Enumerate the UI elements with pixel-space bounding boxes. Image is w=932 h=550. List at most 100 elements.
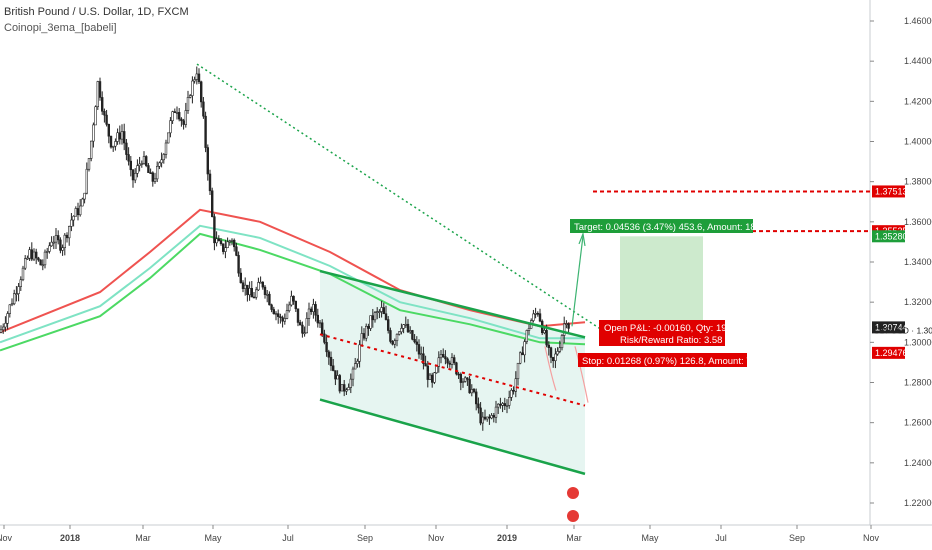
candle-body bbox=[340, 384, 344, 392]
candle-body bbox=[514, 378, 518, 392]
candle-body bbox=[287, 304, 291, 311]
stop-label[interactable]: Stop: 0.01268 (0.97%) 126.8, Amount: 750 bbox=[578, 353, 762, 367]
candle-body bbox=[204, 115, 207, 148]
candle-body bbox=[182, 120, 185, 125]
price-box-bg bbox=[872, 346, 905, 359]
candle-body bbox=[98, 81, 102, 98]
candle-body bbox=[68, 226, 71, 239]
candle-body bbox=[356, 360, 359, 364]
candle-body bbox=[123, 131, 126, 144]
candle-body bbox=[131, 169, 135, 181]
price-box: 1.30744 bbox=[872, 321, 908, 334]
candle-body bbox=[536, 312, 540, 315]
candle-body bbox=[521, 352, 524, 356]
resistance-trendline[interactable] bbox=[196, 63, 601, 330]
candle-body bbox=[543, 330, 546, 334]
y-tick-label: 1.26000 bbox=[904, 418, 932, 428]
candle-body bbox=[331, 365, 335, 371]
annotations: Target: 0.04536 (3.47%) 453.6, Amount: 1… bbox=[567, 219, 814, 522]
candle-body bbox=[468, 378, 471, 394]
candle-body bbox=[270, 304, 273, 310]
stop-label-bg bbox=[578, 353, 747, 367]
y-tick-label: 1.30000 bbox=[904, 337, 932, 347]
target-label[interactable]: Target: 0.04536 (3.47%) 453.6, Amount: 1… bbox=[570, 219, 779, 233]
candle-body bbox=[26, 257, 29, 260]
x-tick-label: Sep bbox=[357, 533, 373, 543]
candle-body bbox=[222, 243, 225, 252]
candle-body bbox=[59, 239, 62, 251]
candle-body bbox=[195, 73, 198, 80]
candle-body bbox=[312, 304, 315, 313]
candle-body bbox=[87, 158, 91, 170]
candle-body bbox=[79, 205, 82, 216]
projection-up-arrow bbox=[571, 235, 584, 327]
candle-body bbox=[85, 168, 89, 194]
candle-body bbox=[217, 238, 220, 242]
candle-body bbox=[413, 339, 416, 343]
ema-line-3 bbox=[0, 232, 586, 352]
projection-down-arrow bbox=[574, 346, 589, 403]
candle-body bbox=[103, 110, 106, 116]
candle-body bbox=[261, 281, 264, 288]
candle-body bbox=[268, 293, 271, 306]
open-pnl-box[interactable]: Open P&L: -0.00160, Qty: 19716Risk/Rewar… bbox=[599, 320, 742, 346]
symbol-price-label: GBPUSD · 1.30584 bbox=[873, 326, 932, 336]
candle-body bbox=[246, 284, 249, 296]
candle-body bbox=[228, 240, 231, 243]
candle-body bbox=[373, 312, 377, 321]
candle-body bbox=[463, 377, 467, 382]
candle-body bbox=[342, 384, 346, 392]
candle-body bbox=[173, 111, 176, 113]
candle-body bbox=[283, 318, 286, 322]
price-box-label: 1.35280 bbox=[875, 231, 908, 241]
candle-body bbox=[567, 323, 570, 329]
candle-body bbox=[474, 391, 478, 405]
candle-body bbox=[127, 154, 130, 162]
candle-body bbox=[435, 365, 438, 374]
event-icons[interactable] bbox=[567, 487, 579, 522]
candle-body bbox=[259, 281, 262, 284]
candle-body bbox=[441, 354, 445, 357]
candle-body bbox=[527, 327, 531, 331]
candle-body bbox=[54, 235, 58, 243]
candle-body bbox=[169, 120, 172, 134]
candle-body bbox=[450, 357, 454, 365]
candle-body bbox=[162, 154, 165, 161]
candle-body bbox=[215, 238, 218, 244]
y-tick-label: 1.38000 bbox=[904, 177, 932, 187]
candle-body bbox=[406, 323, 410, 333]
x-tick-label: Mar bbox=[566, 533, 582, 543]
candle-body bbox=[276, 313, 280, 317]
candle-body bbox=[424, 363, 427, 367]
channel-lower-line[interactable] bbox=[319, 398, 586, 476]
candle-body bbox=[156, 166, 159, 180]
candle-body bbox=[428, 374, 432, 380]
x-tick-label: Jul bbox=[715, 533, 727, 543]
candle-body bbox=[437, 357, 440, 367]
price-box-bg bbox=[872, 230, 905, 243]
indicator-label[interactable]: Coinopi_3ema_[babeli] bbox=[4, 22, 117, 34]
candle-body bbox=[4, 322, 7, 328]
candle-body bbox=[34, 251, 38, 259]
candle-body bbox=[433, 372, 436, 383]
candle-body bbox=[380, 307, 383, 312]
ema-line-2 bbox=[0, 224, 585, 344]
candle-body bbox=[125, 142, 128, 155]
y-tick-label: 1.44000 bbox=[904, 56, 932, 66]
candle-body bbox=[298, 322, 302, 326]
channel-upper-line[interactable] bbox=[319, 269, 586, 339]
candle-body bbox=[61, 247, 64, 251]
candle-body bbox=[114, 141, 117, 147]
candle-body bbox=[252, 296, 256, 299]
x-tick-label: Jul bbox=[282, 533, 294, 543]
y-tick-label: 1.36000 bbox=[904, 217, 932, 227]
candle-body bbox=[538, 313, 542, 322]
channel-fill bbox=[320, 271, 585, 474]
candle-body bbox=[224, 247, 227, 252]
candle-body bbox=[109, 135, 113, 148]
x-tick-label: 2019 bbox=[497, 533, 517, 543]
candle-body bbox=[448, 362, 451, 365]
x-tick-label: May bbox=[204, 533, 222, 543]
candle-body bbox=[510, 389, 513, 398]
